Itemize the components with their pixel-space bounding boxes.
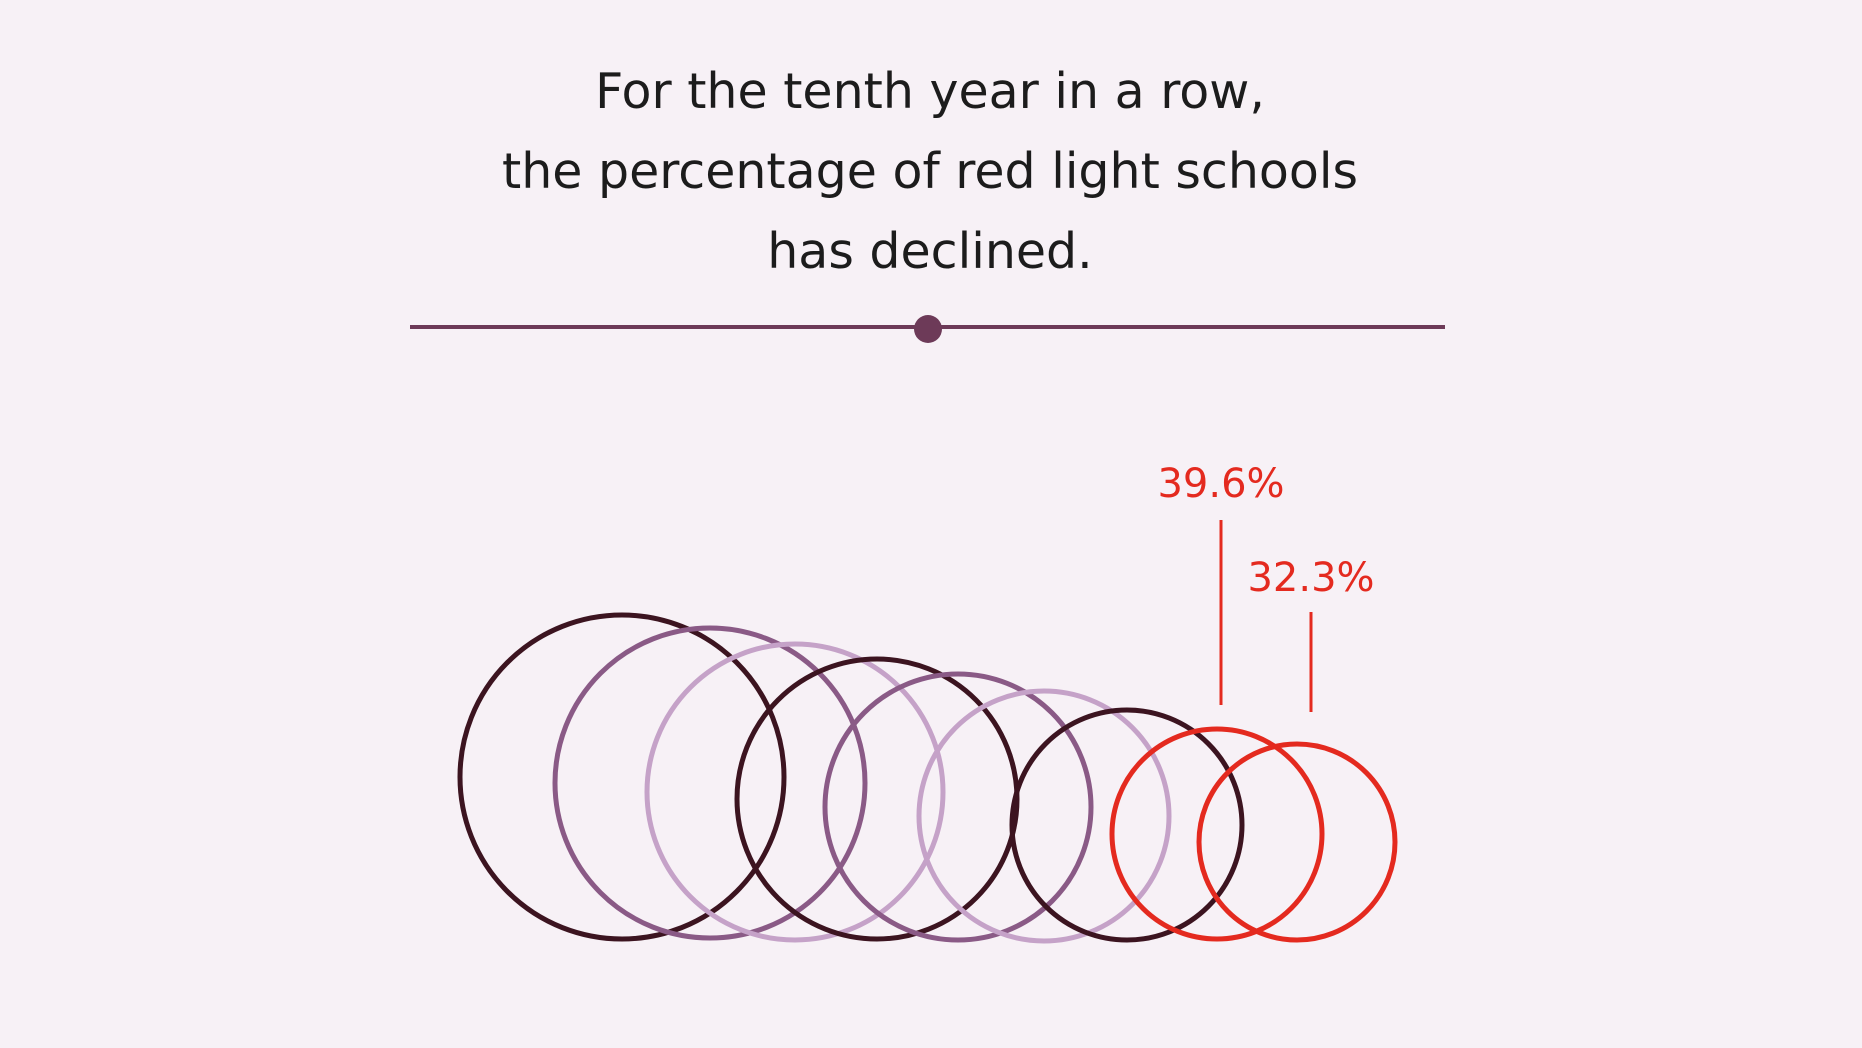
circle-5 — [822, 671, 1094, 943]
divider-dot — [914, 315, 942, 343]
circle-6 — [916, 688, 1172, 944]
circle-3 — [644, 641, 946, 943]
value-label-8: 39.6% — [1157, 461, 1284, 507]
chart-title: For the tenth year in a row, the percent… — [400, 52, 1460, 292]
label-layer: 39.6% 32.3% — [1157, 461, 1375, 712]
circle-2 — [552, 625, 868, 941]
circle-layer — [457, 612, 1398, 944]
circle-8 — [1109, 726, 1325, 942]
circle-7 — [1009, 707, 1245, 943]
title-line-3: has declined. — [767, 223, 1093, 280]
title-line-1: For the tenth year in a row, — [595, 63, 1265, 120]
value-label-9: 32.3% — [1247, 555, 1374, 601]
title-line-2: the percentage of red light schools — [501, 143, 1359, 200]
circle-1 — [457, 612, 787, 942]
circle-9 — [1196, 741, 1398, 943]
